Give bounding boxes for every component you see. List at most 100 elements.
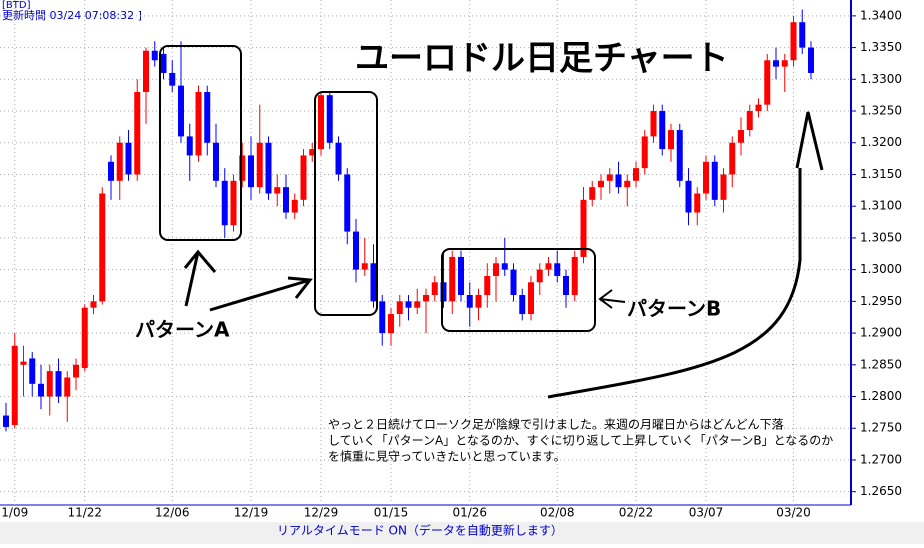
candle-body (711, 161, 718, 200)
candle-body (73, 364, 79, 378)
candle-body (309, 149, 316, 156)
candle-body (326, 95, 333, 143)
y-tick-label: 1.3400 (860, 8, 902, 22)
y-tick-label: 1.3150 (860, 167, 902, 181)
candle-body (563, 275, 569, 296)
candle-body (99, 193, 106, 302)
pattern-b-label: パターンB (627, 297, 721, 321)
candle-body (3, 415, 9, 427)
candle-body (396, 301, 403, 315)
x-tick-label: 02/08 (540, 506, 575, 520)
candle-body (221, 180, 228, 226)
candle-body (773, 60, 779, 67)
candle-body (781, 60, 788, 67)
candle-body (519, 295, 526, 315)
candle-body (370, 263, 377, 302)
candle-body (81, 307, 88, 368)
candle-body (283, 187, 289, 213)
candle-body (291, 199, 298, 213)
candle-body (746, 111, 753, 131)
x-tick-label: 11/22 (67, 506, 102, 520)
box-a (159, 45, 242, 241)
candle-body (650, 111, 657, 137)
x-tick-label: 01/15 (374, 506, 409, 520)
candle-body (633, 168, 639, 181)
candle-body (29, 358, 36, 384)
candle-body (703, 161, 709, 194)
arrow-b (598, 289, 626, 309)
pattern-a-label: パターンA (135, 318, 230, 342)
candle-body (318, 95, 324, 150)
candle-body (676, 130, 683, 181)
candle-body (388, 314, 394, 334)
candle-body (414, 301, 421, 308)
candle-body (694, 193, 701, 213)
candle-body (108, 161, 114, 181)
candle-body (46, 371, 53, 397)
candle-body (248, 155, 254, 188)
candle-body (160, 53, 167, 73)
candle-body (55, 371, 62, 397)
header-code: [BTD] (2, 0, 31, 11)
candle-body (790, 22, 797, 61)
candle-body (151, 50, 158, 61)
candle-body (116, 142, 123, 181)
candle-body (659, 111, 666, 150)
candle-body (265, 142, 272, 194)
candle-body (186, 136, 193, 156)
candle-body (729, 142, 736, 175)
candle-body (169, 72, 176, 86)
candle-body (528, 282, 534, 315)
candle-body (423, 295, 429, 302)
y-tick-label: 1.3200 (860, 135, 902, 149)
status-text: リアルタイムモード ON（データを自動更新します） (277, 523, 563, 538)
y-tick-label: 1.2750 (860, 421, 902, 435)
plot (0, 0, 856, 505)
candle-body (466, 295, 473, 308)
candle-body (799, 22, 806, 48)
y-tick-label: 1.3100 (860, 199, 902, 213)
candle-body (738, 130, 744, 143)
candle-body (300, 155, 307, 200)
candle-body (598, 180, 604, 188)
candle-body (11, 345, 18, 426)
y-tick-label: 1.3250 (860, 104, 902, 118)
box-b (441, 248, 596, 332)
candle-body (64, 377, 71, 397)
candle-body (353, 231, 359, 270)
x-tick-label: 12/29 (304, 506, 339, 520)
arrow-curve (547, 168, 802, 399)
box-a2 (314, 91, 378, 316)
y-tick-label: 1.3300 (860, 72, 902, 86)
candle-body (554, 263, 561, 276)
y-tick-label: 1.2800 (860, 389, 902, 403)
x-tick-label: 12/06 (155, 506, 190, 520)
x-tick-label: 01/26 (452, 506, 487, 520)
candle-body (641, 136, 648, 169)
annotation-shapes (159, 45, 824, 399)
note-line: していく「パターンA」となるのか、すぐに切り返して上昇していく「パターンB」とな… (328, 434, 833, 448)
candle-body (379, 301, 386, 334)
candle-body (484, 275, 491, 296)
x-tick-label: 1/09 (1, 506, 28, 520)
candle-body (344, 174, 351, 232)
candle-body (458, 256, 464, 296)
y-tick-label: 1.2950 (860, 294, 902, 308)
candle-body (685, 180, 692, 213)
arrow-a1 (183, 249, 217, 307)
x-tick-label: 02/22 (619, 506, 654, 520)
candle-body (589, 187, 596, 200)
arrow-a2 (209, 276, 313, 312)
candle-body (606, 174, 613, 181)
x-tick-label: 12/19 (234, 506, 269, 520)
candle-body (764, 60, 771, 105)
candle-body (230, 180, 237, 226)
candle-body (449, 256, 456, 302)
candle-body (239, 155, 246, 181)
y-tick-label: 1.2850 (860, 357, 902, 371)
candle-body (274, 187, 281, 194)
note-line: を慎重に見守っていきたいと思っています。 (328, 450, 566, 464)
candle-body (335, 142, 342, 175)
y-tick-label: 1.2900 (860, 326, 902, 340)
